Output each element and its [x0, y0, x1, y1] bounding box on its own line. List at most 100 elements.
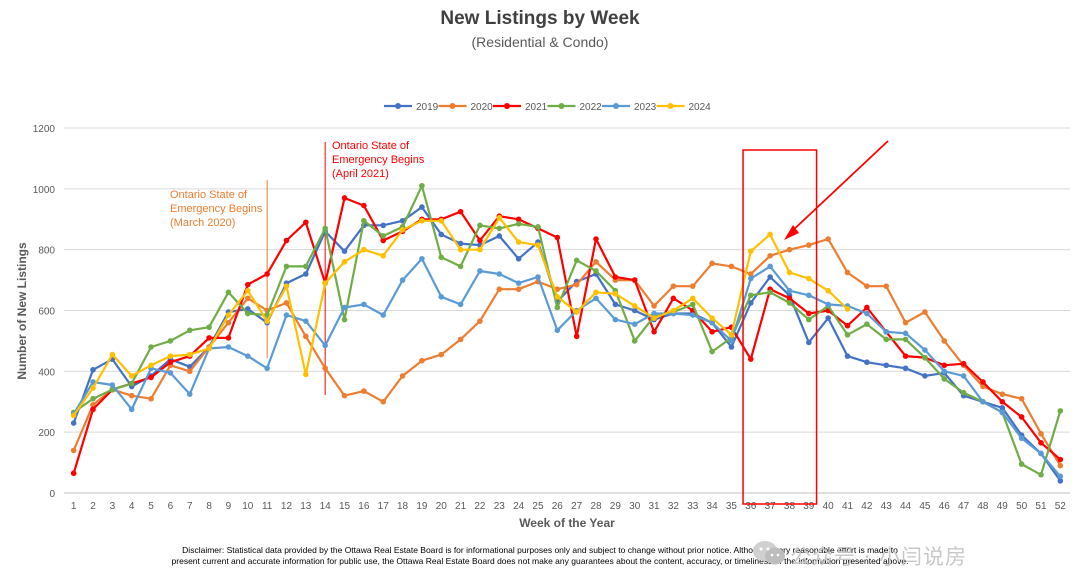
data-point [399, 227, 406, 233]
data-point [496, 286, 503, 293]
data-point [70, 420, 77, 426]
data-point [902, 336, 909, 343]
x-tick-label: 23 [494, 501, 506, 512]
data-point [651, 315, 657, 321]
data-point [631, 321, 638, 327]
data-point [515, 286, 522, 293]
data-point [1038, 430, 1044, 437]
data-point [148, 344, 154, 350]
data-point [825, 236, 831, 242]
data-point [90, 395, 96, 402]
data-point [457, 336, 464, 343]
annotation-text: (April 2021) [332, 168, 389, 180]
data-point [457, 263, 464, 270]
data-point [341, 392, 348, 399]
data-point [980, 379, 986, 385]
data-point [864, 359, 870, 366]
data-point [767, 231, 773, 238]
x-tick-label: 40 [823, 501, 835, 512]
y-tick-label: 600 [38, 307, 55, 318]
x-tick-label: 32 [668, 501, 680, 512]
data-point [825, 315, 831, 321]
data-point [477, 237, 483, 244]
data-point [786, 287, 793, 294]
data-point [225, 335, 232, 341]
data-point [515, 216, 522, 223]
x-tick-label: 18 [397, 501, 409, 512]
data-point [128, 380, 135, 387]
data-point [825, 287, 831, 294]
x-tick-label: 43 [881, 501, 893, 512]
x-tick-label: 29 [610, 501, 622, 512]
series-2021 [70, 195, 1064, 477]
x-tick-label: 44 [900, 501, 912, 512]
x-tick-label: 25 [532, 501, 544, 512]
x-tick-label: 8 [206, 501, 212, 512]
x-tick-label: 36 [745, 501, 757, 512]
data-point [593, 259, 599, 265]
data-point [167, 359, 174, 366]
data-point [496, 225, 503, 232]
data-point [419, 182, 425, 189]
data-point [515, 280, 522, 286]
data-point [689, 295, 696, 302]
data-point [419, 204, 425, 210]
legend-label: 2020 [471, 102, 494, 113]
data-point [573, 281, 580, 288]
y-axis-ticks: 0 200 400 600 800 1000 1200 [33, 124, 56, 500]
data-point [767, 263, 773, 270]
data-point [148, 395, 154, 402]
data-point [573, 333, 580, 340]
data-point [457, 301, 464, 308]
x-tick-label: 9 [226, 501, 232, 512]
data-point [806, 275, 812, 282]
data-point [670, 307, 677, 314]
x-tick-label: 33 [687, 501, 699, 512]
annotation-text: (March 2020) [170, 217, 235, 229]
data-point [283, 300, 290, 306]
annotation-text: Emergency Begins [332, 154, 425, 166]
data-point [747, 248, 754, 254]
data-point [380, 222, 387, 229]
data-point [902, 319, 909, 326]
series-lines [70, 182, 1064, 484]
annotation-text: Emergency Begins [170, 203, 263, 215]
highlight-arrow-head [784, 225, 799, 240]
data-point [651, 310, 657, 317]
data-point [709, 348, 715, 355]
x-tick-label: 42 [861, 501, 873, 512]
data-point [186, 391, 193, 397]
data-point [90, 367, 96, 373]
wechat-icon [753, 541, 785, 565]
watermark: 公众号 · 小闫说房 [752, 538, 1072, 569]
data-point [689, 301, 696, 308]
x-tick-label: 16 [358, 501, 370, 512]
data-point [380, 237, 387, 244]
data-point [244, 295, 251, 302]
data-point [941, 362, 948, 369]
data-point [651, 303, 657, 309]
legend-marker [558, 103, 565, 109]
data-point [651, 328, 657, 335]
data-point [303, 371, 309, 378]
x-tick-label: 5 [148, 501, 154, 512]
data-point [167, 338, 174, 344]
data-point [709, 260, 715, 267]
data-point [244, 287, 251, 294]
data-point [341, 248, 348, 254]
x-tick-label: 31 [648, 501, 660, 512]
data-point [535, 242, 541, 248]
data-point [109, 351, 116, 358]
x-tick-label: 17 [378, 501, 390, 512]
data-point [148, 362, 154, 369]
data-point [864, 283, 870, 289]
data-point [90, 379, 96, 385]
x-tick-label: 45 [919, 501, 931, 512]
data-point [902, 330, 909, 337]
data-point [264, 318, 270, 324]
x-tick-label: 3 [110, 501, 116, 512]
y-axis-label: Number of New Listings [15, 242, 29, 380]
data-point [244, 281, 251, 288]
data-point [283, 283, 290, 289]
x-tick-label: 37 [765, 501, 777, 512]
